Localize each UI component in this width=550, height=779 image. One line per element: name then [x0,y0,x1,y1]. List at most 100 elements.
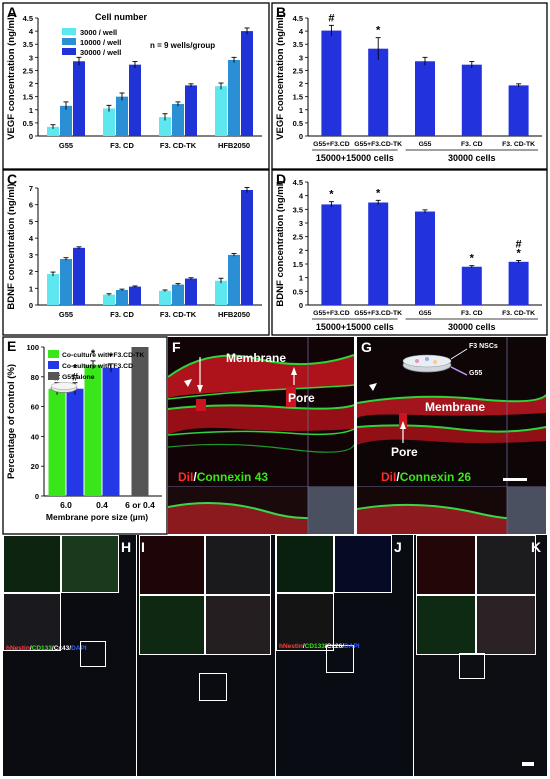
x-tick-label-c: F3. CD-TK [160,310,197,319]
significance-mark-e: * [109,351,114,363]
y-axis-label-c: BDNF concentration (ng/ml) [6,183,17,309]
legend-title: Cell number [95,12,148,22]
significance-mark-d: * [516,247,521,259]
inset-j-3 [276,593,334,651]
stain-hnestin-j: hNestin [279,643,303,650]
y-tick-label-c: 5 [29,217,33,226]
inset-j-1 [276,535,334,593]
panel-label-i: I [141,539,145,555]
panel-g-cells [357,337,546,534]
y-tick-label-c: 4 [29,234,34,243]
stain-connexin26: Connexin 26 [399,470,472,484]
bar-c [241,190,253,305]
x-tick-label-a: HFB2050 [218,141,250,150]
panel-label-f: F [172,339,181,355]
bar-c [228,254,240,305]
y-tick-label-d: 1 [299,274,303,283]
y-tick-label-a: 0 [29,132,33,141]
x-tick-label-d: G55+F3.CD-TK [354,310,402,317]
y-tick-label-e: 20 [31,462,39,471]
panel-label-c: C [7,171,17,187]
stain-sep-h1: / [29,645,32,652]
stain-sep-j3: / [342,643,345,650]
legend-swatch [62,28,76,35]
legend-label-e: G55 alone [62,374,95,381]
group-label: 30000 cells [448,153,496,163]
x-tick-label-e: 6.0 [60,500,72,510]
bar-a [159,117,171,136]
stain-sep-h3: / [69,645,72,652]
inset-k-1 [416,535,476,595]
y-tick-label-b: 1 [299,106,303,115]
stain-cd133-j: CD133 [304,643,325,650]
roi-box-h [80,641,106,667]
bar-c [116,289,128,305]
inset-i-2 [205,535,271,595]
bar-a [116,96,128,136]
bar-c [103,294,115,305]
annotation-n: n = 9 wells/group [150,41,215,50]
y-tick-label-b: 3 [299,53,303,62]
x-tick-label-a: F3. CD [110,141,134,150]
legend-label-e: Co-culture with F3.CD [62,363,133,370]
bar-a [47,126,59,136]
stain-dil-g: DiI [381,470,397,484]
bar-a [185,85,197,136]
bar-c [129,286,141,305]
bar-a [129,64,141,136]
x-tick-label-c: F3. CD [110,310,134,319]
bar-c [60,259,72,305]
bar-d [461,266,482,305]
bar-a [228,59,240,137]
bar-c [73,247,85,305]
bar-d [368,202,389,305]
bar-d [415,211,435,305]
y-tick-label-e: 60 [31,403,39,412]
panel-frame-d [271,169,548,336]
x-tick-label-c: G55 [59,310,73,319]
bar-e [84,364,102,496]
bar-b [368,48,389,136]
stain-legend-j: hNestin/CD133/Cx26/DAPI [279,643,360,650]
inset-k-4 [476,595,536,655]
stain-dil: DiI [178,470,194,484]
pore-label: Pore [288,391,315,405]
y-tick-label-b: 0.5 [293,119,303,128]
y-tick-label-a: 2.5 [23,66,33,75]
legend-label: 30000 / well [80,48,121,57]
inset-h-3 [3,593,61,651]
legend-label: 3000 / well [80,28,117,37]
inset-i-1 [139,535,205,595]
inset-i-4 [205,595,271,655]
panel-f-cells [168,337,354,534]
y-tick-label-e: 100 [26,343,39,352]
significance-mark-b: * [376,25,381,37]
y-tick-label-a: 1.5 [23,93,33,102]
stain-connexin43: Connexin 43 [196,470,269,484]
scale-bar-g [503,478,527,481]
y-tick-label-e: 0 [35,492,39,501]
panel-label-a: A [7,4,17,20]
x-tick-label-e: 6 or 0.4 [125,500,155,510]
bar-b [321,30,342,136]
stain-dapi: DAPI [71,645,87,652]
x-tick-label-b: G55+F3.CD-TK [354,141,402,148]
y-tick-label-a: 0.5 [23,119,33,128]
panel-frame-c [2,169,270,336]
y-tick-label-b: 2 [299,80,303,89]
legend-swatch-e [48,361,59,369]
roi-box-i [199,673,227,701]
stain-sep-j1: / [302,643,305,650]
y-axis-label-b: VEGF concentration (ng/ml) [275,14,286,140]
legend-label-e: Co-culture with F3.CD-TK [62,352,144,359]
bar-e [66,388,84,496]
y-tick-label-a: 3.5 [23,40,33,49]
y-tick-label-e: 80 [31,373,39,382]
y-tick-label-d: 0.5 [293,287,303,296]
x-tick-label-d: G55+F3.CD [313,310,350,317]
group-label: 15000+15000 cells [316,153,394,163]
panel-label-b: B [276,4,286,20]
x-tick-label-b: G55+F3.CD [313,141,350,148]
bar-a [241,31,253,136]
